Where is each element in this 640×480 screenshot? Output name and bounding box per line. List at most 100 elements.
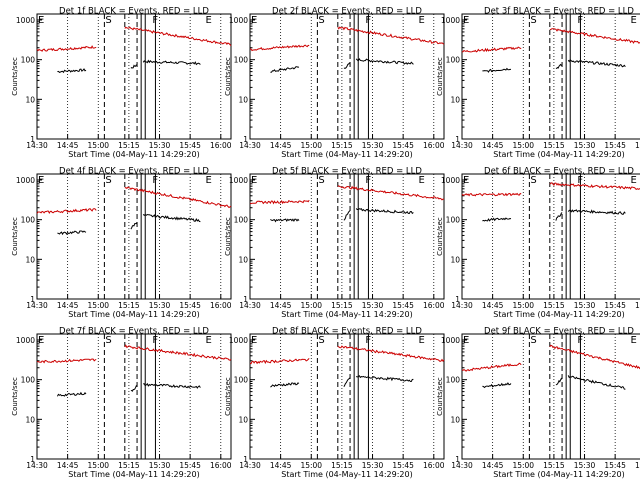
x-axis-label: Start Time (04-May-11 14:29:20) [281, 470, 412, 479]
x-tick-label: 15:45 [392, 141, 414, 150]
y-tick-label: 1 [243, 135, 248, 144]
interval-marker: E [205, 15, 211, 26]
chart-title: Det 3f BLACK = Events, RED = LLD [484, 7, 634, 17]
y-tick-label: 1 [455, 455, 460, 464]
events-series-line [355, 374, 414, 383]
x-tick-label: 15:30 [362, 461, 384, 470]
x-tick-label: 14:45 [57, 461, 79, 470]
x-tick-label: 15:15 [331, 461, 353, 470]
x-tick-label: 15:00 [512, 141, 534, 150]
lld-series-line [124, 344, 232, 361]
plot-frame [36, 13, 232, 140]
x-tick-label: 14:45 [482, 141, 504, 150]
events-series-line [355, 57, 414, 65]
x-tick-label: 15:45 [179, 461, 201, 470]
chart-panel: Det 4f BLACK = Events, RED = LLD 1 10 100 10… [11, 167, 232, 320]
lld-series-line [249, 358, 310, 365]
interval-marker: F [577, 15, 583, 26]
x-tick-label: 15:00 [87, 461, 109, 470]
events-series-line [57, 230, 87, 236]
x-axis-label: Start Time (04-May-11 14:29:20) [68, 310, 199, 319]
events-series-line [270, 66, 300, 73]
interval-marker: E [38, 15, 44, 26]
x-tick-label: 14:45 [57, 141, 79, 150]
events-series-line [482, 217, 512, 222]
x-tick-label: 16:00 [635, 301, 640, 310]
lld-series-line [337, 185, 444, 201]
x-tick-label: 15:30 [574, 301, 596, 310]
events-series-line [143, 382, 201, 389]
lld-series-line [549, 28, 640, 44]
x-tick-label: 15:15 [118, 301, 140, 310]
x-axis-label: Start Time (04-May-11 14:29:20) [68, 150, 199, 159]
y-tick-label: 1 [455, 135, 460, 144]
x-tick-label: 15:45 [392, 461, 414, 470]
y-tick-label: 10 [25, 415, 35, 424]
x-tick-label: 15:00 [300, 301, 322, 310]
events-series-line [567, 209, 626, 215]
plot-frame [461, 173, 640, 300]
events-series-line [567, 59, 626, 68]
x-tick-label: 16:00 [423, 461, 445, 470]
interval-marker: S [530, 335, 536, 346]
x-tick-label: 14:45 [270, 461, 292, 470]
lld-series-line [337, 345, 445, 362]
x-tick-label: 16:00 [635, 461, 640, 470]
interval-marker: E [630, 335, 636, 346]
x-tick-label: 14:30 [451, 461, 473, 470]
x-axis-label: Start Time (04-May-11 14:29:20) [68, 470, 199, 479]
plot-frame [36, 333, 232, 460]
interval-marker: E [418, 15, 424, 26]
chart-panel: Det 5f BLACK = Events, RED = LLD 1 10 100 10… [224, 167, 445, 320]
y-tick-label: 1 [30, 135, 35, 144]
plot-frame [461, 13, 640, 140]
lld-series-line [36, 208, 97, 214]
events-series-line [343, 210, 351, 221]
y-tick-label: 1000 [441, 16, 460, 25]
chart-panel: Det 1f BLACK = Events, RED = LLD 1 10 100 10… [11, 7, 232, 160]
x-tick-label: 16:00 [210, 141, 232, 150]
y-tick-label: 1000 [441, 176, 460, 185]
y-tick-label: 10 [450, 255, 460, 264]
x-tick-label: 15:15 [331, 141, 353, 150]
interval-marker: S [530, 15, 536, 26]
lld-series-line [124, 186, 232, 209]
x-tick-label: 15:30 [574, 461, 596, 470]
x-tick-label: 14:30 [239, 301, 261, 310]
x-tick-label: 14:45 [57, 301, 79, 310]
x-tick-label: 14:30 [451, 141, 473, 150]
lld-series-line [36, 358, 97, 364]
interval-marker: F [365, 175, 371, 186]
x-tick-label: 15:15 [118, 461, 140, 470]
lld-series-line [249, 44, 310, 52]
x-tick-label: 14:30 [26, 141, 48, 150]
y-axis-label: Counts/sec [224, 217, 232, 256]
y-axis-label: Counts/sec [11, 57, 19, 96]
x-tick-label: 15:45 [604, 461, 626, 470]
x-tick-label: 16:00 [423, 301, 445, 310]
chart-panel: Det 3f BLACK = Events, RED = LLD 1 10 100 10… [436, 7, 640, 159]
interval-marker: F [152, 15, 158, 26]
y-tick-label: 1000 [441, 336, 460, 345]
x-tick-label: 15:00 [300, 461, 322, 470]
plot-frame [249, 173, 445, 300]
interval-marker: S [318, 335, 324, 346]
chart-title: Det 4f BLACK = Events, RED = LLD [59, 167, 209, 177]
interval-marker: F [365, 335, 371, 346]
lld-series-line [549, 344, 640, 370]
x-tick-label: 15:00 [87, 141, 109, 150]
x-axis-label: Start Time (04-May-11 14:29:20) [281, 150, 412, 159]
interval-marker: E [630, 15, 636, 26]
lld-series-line [124, 26, 232, 46]
y-tick-label: 100 [21, 56, 36, 65]
y-tick-label: 100 [446, 376, 461, 385]
events-series-line [130, 64, 138, 69]
interval-marker: E [251, 15, 257, 26]
interval-marker: E [463, 175, 469, 186]
x-tick-label: 15:30 [362, 301, 384, 310]
x-tick-label: 15:15 [543, 461, 565, 470]
interval-marker: E [205, 175, 211, 186]
y-tick-label: 1000 [229, 16, 248, 25]
y-tick-label: 1000 [16, 336, 35, 345]
x-tick-label: 14:45 [482, 461, 504, 470]
